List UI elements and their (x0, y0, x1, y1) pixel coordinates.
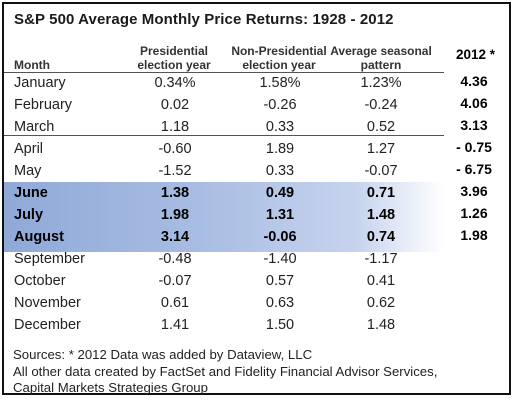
cell-average-april: 1.27 (366, 141, 396, 157)
header-presidential-line1: Presidential (139, 44, 209, 58)
cell-average-february: -0.24 (364, 97, 398, 113)
table-title: S&P 500 Average Monthly Price Returns: 1… (14, 11, 394, 28)
header-non-presidential: Non-Presidential election year (219, 44, 339, 72)
header-non-presidential-line1: Non-Presidential (231, 44, 327, 58)
cell-presidential-december: 1.41 (160, 317, 190, 333)
header-presidential-line2: election year (137, 58, 211, 72)
cell-non-presidential-october: 0.57 (265, 273, 295, 289)
cell-presidential-october: -0.07 (158, 273, 192, 289)
cell-presidential-november: 0.61 (160, 295, 190, 311)
cell-2012-february: 4.06 (460, 95, 488, 111)
cell-2012-march: 3.13 (460, 117, 488, 133)
row-month-november: November (14, 295, 81, 311)
cell-non-presidential-april: 1.89 (265, 141, 295, 157)
cell-non-presidential-december: 1.50 (265, 317, 295, 333)
sources-line-3: Capital Markets Strategies Group (13, 380, 208, 395)
cell-presidential-july: 1.98 (160, 207, 190, 223)
row-month-october: October (14, 273, 66, 289)
cell-average-august: 0.74 (366, 229, 396, 245)
cell-non-presidential-february: -0.26 (263, 97, 297, 113)
row-month-july: July (14, 207, 44, 223)
cell-2012-august: 1.98 (460, 227, 488, 243)
cell-presidential-january: 0.34% (154, 75, 196, 91)
cell-non-presidential-january: 1.58% (259, 75, 301, 91)
cell-average-october: 0.41 (366, 273, 396, 289)
cell-2012-july: 1.26 (460, 205, 488, 221)
cell-average-july: 1.48 (366, 207, 396, 223)
cell-average-january: 1.23% (360, 75, 402, 91)
cell-average-november: 0.62 (366, 295, 396, 311)
sources-line-1: Sources: * 2012 Data was added by Datavi… (13, 347, 313, 362)
divider-header (4, 72, 444, 73)
header-presidential: Presidential election year (124, 44, 224, 72)
cell-presidential-may: -1.52 (158, 163, 192, 179)
cell-2012-june: 3.96 (460, 183, 488, 199)
cell-presidential-february: 0.02 (160, 97, 190, 113)
cell-average-december: 1.48 (366, 317, 396, 333)
row-month-august: August (14, 229, 64, 245)
row-month-january: January (14, 75, 66, 91)
cell-non-presidential-august: -0.06 (263, 229, 297, 245)
header-average: Average seasonal pattern (326, 44, 436, 72)
row-month-may: May (14, 163, 42, 179)
cell-presidential-june: 1.38 (160, 185, 190, 201)
summer-highlight-band (4, 182, 444, 252)
header-average-line1: Average seasonal (330, 44, 432, 58)
cell-presidential-march: 1.18 (160, 119, 190, 135)
row-month-december: December (14, 317, 81, 333)
row-month-september: September (14, 251, 85, 267)
cell-non-presidential-march: 0.33 (265, 119, 295, 135)
cell-non-presidential-july: 1.31 (265, 207, 295, 223)
cell-2012-may: - 6.75 (456, 161, 492, 177)
sources-line-2: All other data created by FactSet and Fi… (13, 363, 438, 379)
row-month-april: April (14, 141, 44, 157)
divider-q1 (4, 135, 444, 136)
cell-presidential-september: -0.48 (158, 251, 192, 267)
row-month-march: March (14, 119, 55, 135)
header-2012: 2012 * (456, 47, 496, 62)
row-month-june: June (14, 185, 48, 201)
cell-presidential-august: 3.14 (160, 229, 190, 245)
cell-average-march: 0.52 (366, 119, 396, 135)
header-average-line2: pattern (360, 58, 402, 72)
row-month-february: February (14, 97, 73, 113)
cell-non-presidential-june: 0.49 (265, 185, 295, 201)
cell-average-september: -1.17 (364, 251, 398, 267)
cell-non-presidential-september: -1.40 (263, 251, 297, 267)
cell-average-may: -0.07 (364, 163, 398, 179)
cell-non-presidential-may: 0.33 (265, 163, 295, 179)
cell-2012-january: 4.36 (460, 73, 488, 89)
header-non-presidential-line2: election year (242, 58, 316, 72)
cell-average-june: 0.71 (366, 185, 396, 201)
cell-non-presidential-november: 0.63 (265, 295, 295, 311)
header-month: Month (14, 58, 50, 72)
sources-note: Sources: * 2012 Data was added by Datavi… (13, 347, 437, 397)
cell-presidential-april: -0.60 (158, 141, 192, 157)
cell-2012-april: - 0.75 (456, 139, 492, 155)
table-frame: S&P 500 Average Monthly Price Returns: 1… (2, 2, 511, 395)
